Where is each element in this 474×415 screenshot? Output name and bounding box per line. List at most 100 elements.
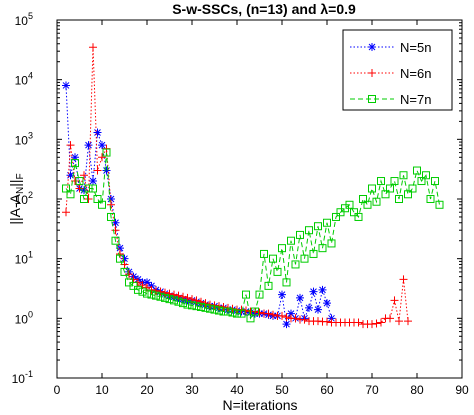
data-point	[80, 171, 88, 180]
data-point	[345, 200, 354, 209]
data-point	[98, 200, 106, 209]
x-tick-label: 60	[320, 383, 334, 397]
data-point	[89, 43, 97, 52]
data-point	[111, 226, 120, 235]
data-point	[269, 310, 277, 319]
data-point	[264, 281, 273, 290]
data-point	[314, 317, 322, 326]
data-point	[174, 297, 183, 306]
data-point	[89, 177, 97, 186]
data-point	[300, 254, 309, 263]
data-point	[377, 177, 385, 186]
data-point	[377, 318, 385, 327]
data-point	[206, 304, 214, 313]
data-point	[138, 287, 147, 296]
data-point	[390, 296, 399, 305]
legend-marker	[368, 43, 376, 51]
y-tick-label: 10-1	[12, 369, 33, 386]
data-point	[62, 208, 70, 217]
data-point	[183, 293, 192, 302]
data-point	[197, 302, 205, 311]
y-tick-exponent: -1	[25, 369, 33, 379]
data-point	[408, 184, 417, 193]
data-point	[165, 295, 174, 304]
data-point	[278, 311, 286, 320]
data-point	[287, 309, 295, 318]
data-point	[75, 184, 84, 193]
data-point	[93, 166, 102, 175]
data-point	[323, 317, 331, 326]
data-point	[368, 320, 376, 329]
data-point	[66, 171, 75, 180]
data-point	[327, 314, 336, 323]
data-point	[273, 267, 282, 276]
data-point	[125, 270, 133, 279]
y-tick-exponent: 0	[28, 309, 33, 319]
data-point	[197, 297, 205, 306]
data-point	[237, 309, 246, 318]
data-point	[278, 244, 286, 253]
y-tick-label: 102	[15, 190, 33, 207]
data-point	[80, 195, 88, 203]
data-point	[269, 254, 277, 263]
y-tick-exponent: 4	[28, 71, 33, 81]
data-point	[80, 186, 88, 195]
x-tick-label: 10	[95, 383, 109, 397]
data-point	[314, 305, 322, 314]
x-tick-label: 0	[54, 383, 61, 397]
data-point	[426, 195, 435, 203]
x-axis-label: N=iterations	[222, 397, 297, 413]
data-point	[161, 288, 169, 297]
data-point	[156, 292, 165, 301]
data-point	[102, 166, 111, 175]
y-tick-exponent: 5	[28, 11, 33, 21]
x-tick-label: 50	[275, 383, 289, 397]
data-point	[201, 303, 210, 312]
data-point	[147, 290, 156, 299]
series-line	[65, 85, 332, 326]
x-tick-label: 40	[230, 383, 244, 397]
data-point	[309, 249, 318, 258]
data-point	[399, 275, 408, 284]
data-point	[395, 195, 403, 203]
data-point	[354, 212, 363, 221]
data-point	[224, 307, 232, 316]
data-point	[422, 171, 430, 180]
data-point	[107, 195, 115, 203]
data-point	[296, 293, 304, 302]
data-point	[386, 184, 394, 193]
data-point	[188, 301, 196, 310]
data-point	[381, 190, 390, 199]
data-point	[62, 81, 70, 90]
data-point	[404, 190, 412, 199]
data-point	[282, 320, 291, 329]
y-tick-exponent: 2	[28, 190, 33, 200]
data-point	[386, 314, 394, 323]
y-tick-exponent: 1	[28, 250, 33, 260]
data-point	[84, 141, 93, 150]
data-point	[116, 244, 124, 253]
x-tick-label: 30	[185, 383, 199, 397]
x-axis: 0 10 20 30 40 50 60 70 80 90	[54, 20, 469, 397]
data-point	[228, 308, 237, 317]
series-2	[62, 43, 412, 329]
legend-marker	[368, 69, 376, 77]
data-point	[390, 177, 399, 186]
data-point	[282, 278, 291, 287]
data-point	[66, 190, 75, 199]
data-point	[368, 184, 376, 193]
data-point	[251, 307, 259, 316]
data-point	[395, 317, 403, 326]
data-point	[300, 315, 309, 324]
data-point	[84, 184, 93, 193]
data-point	[363, 200, 372, 209]
data-point	[62, 184, 70, 193]
data-point	[183, 300, 192, 309]
series-3	[62, 148, 444, 323]
x-tick-label: 20	[140, 383, 154, 397]
data-point	[71, 159, 79, 168]
y-tick-label: 101	[15, 250, 33, 267]
data-point	[309, 287, 318, 296]
data-point	[170, 296, 178, 305]
